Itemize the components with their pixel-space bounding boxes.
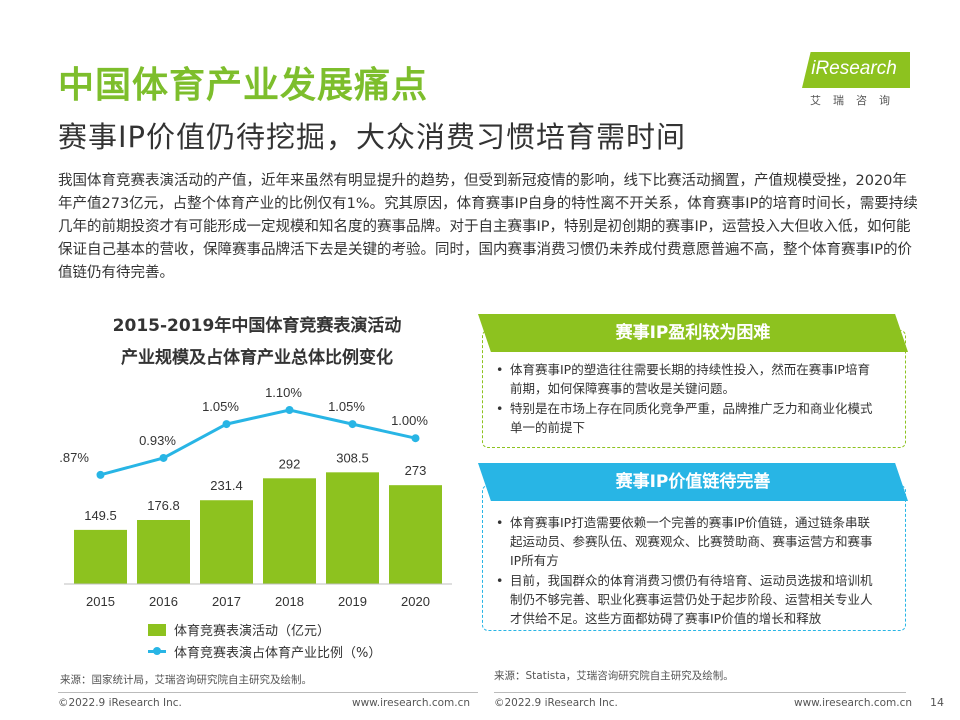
legend-line-swatch <box>148 647 166 655</box>
bar-value-label: 231.4 <box>210 478 243 493</box>
industry-chart: 149.5 0.87% 176.8 0.93% 231.4 1.05% 292 1.10% 30… <box>60 385 452 609</box>
page-subtitle: 赛事IP价值仍待挖掘，大众消费习惯培育需时间 <box>58 120 687 154</box>
ratio-point <box>222 420 231 429</box>
ratio-point <box>285 406 294 414</box>
bar-2018 <box>263 478 316 584</box>
logo-word: iResearch <box>811 58 897 79</box>
bar-value-label: 308.5 <box>336 450 369 465</box>
chart-title-line1: 2015-2019年中国体育竞赛表演活动 <box>112 316 402 336</box>
bullet-line: 体育赛事IP的塑造往往需要长期的持续性投入，然而在赛事IP培育 <box>510 362 870 377</box>
legend-bar-label: 体育竞赛表演活动（亿元） <box>174 624 331 639</box>
legend-line: 体育竞赛表演占体育产业比例（%） <box>148 642 381 661</box>
x-tick-label: 2015 <box>86 594 115 609</box>
line-value-label: 0.93% <box>139 433 176 448</box>
logo-chinese: 艾瑞咨询 <box>810 94 902 107</box>
bullet-line: 特别是在市场上存在同质化竞争严重，品牌推广乏力和商业化模式 <box>510 401 873 416</box>
source-left: 来源：国家统计局，艾瑞咨询研究院自主研究及绘制。 <box>60 674 312 686</box>
footer-url-left: www.iresearch.com.cn <box>352 697 471 709</box>
bullet-line: 体育赛事IP打造需要依赖一个完善的赛事IP价值链，通过链条串联 <box>510 515 870 530</box>
x-tick-label: 2016 <box>149 594 178 609</box>
x-tick-label: 2020 <box>401 594 430 609</box>
box-value-chain-bullet-1: 体育赛事IP打造需要依赖一个完善的赛事IP价值链，通过链条串联 起运动员、参赛队… <box>496 513 873 570</box>
footer-url-right: www.iresearch.com.cn <box>794 697 913 709</box>
line-value-label: 0.87% <box>60 450 89 465</box>
bullet-line: 前期，如何保障赛事的营收是关键问题。 <box>510 381 736 396</box>
box-value-chain-header: 赛事IP价值链待完善 <box>478 463 908 501</box>
legend-bar-swatch <box>148 623 166 636</box>
line-value-label: 1.05% <box>328 399 365 414</box>
x-tick-label: 2019 <box>338 594 367 609</box>
ratio-line <box>100 408 416 477</box>
bullet-line: 起运动员、参赛队伍、观赛观众、比赛赞助商、赛事运营方和赛事 <box>510 534 873 549</box>
bar-2019 <box>326 472 379 584</box>
page-number: 14 <box>930 696 944 709</box>
x-tick-label: 2017 <box>212 594 241 609</box>
box-profit-bullet-1: 体育赛事IP的塑造往往需要长期的持续性投入，然而在赛事IP培育 前期，如何保障赛… <box>496 360 870 398</box>
line-value-label: 1.00% <box>391 413 428 428</box>
bullet-line: 目前，我国群众的体育消费习惯仍有待培育、运动员选拔和培训机 <box>510 573 873 588</box>
footer-divider-left <box>58 692 478 693</box>
ratio-point <box>96 470 105 479</box>
bar-value-label: 149.5 <box>84 508 117 523</box>
x-tick-label: 2018 <box>275 594 304 609</box>
footer-copyright-right: ©2022.9 iResearch Inc. <box>494 697 618 709</box>
iresearch-logo: iResearch 艾瑞咨询 <box>796 50 912 107</box>
logo-background <box>802 52 910 88</box>
footer-copyright-left: ©2022.9 iResearch Inc. <box>58 697 182 709</box>
ratio-point <box>348 420 357 429</box>
page-title: 中国体育产业发展痛点 <box>58 65 429 106</box>
legend-bar: 体育竞赛表演活动（亿元） <box>148 620 330 639</box>
box-profit-bullet-2: 特别是在市场上存在同质化竞争严重，品牌推广乏力和商业化模式 单一的前提下 <box>496 399 873 437</box>
intro-paragraph: 我国体育竞赛表演活动的产值，近年来虽然有明显提升的趋势，但受到新冠疫情的影响，线… <box>58 173 918 281</box>
ratio-point <box>159 453 168 462</box>
ratio-point <box>411 434 420 443</box>
box-profit-header: 赛事IP盈利较为困难 <box>478 314 908 352</box>
bar-value-label: 273 <box>405 463 427 478</box>
bar-2020 <box>389 485 442 584</box>
bullet-line: 制仍不够完善、职业化赛事运营仍处于起步阶段、运营相关专业人 <box>510 592 873 607</box>
bullet-line: IP所有方 <box>510 553 559 568</box>
legend-line-label: 体育竞赛表演占体育产业比例（%） <box>174 646 382 661</box>
bullet-line: 才供给不足。这些方面都妨碍了赛事IP价值的增长和释放 <box>510 611 822 626</box>
source-right: 来源：Statista，艾瑞咨询研究院自主研究及绘制。 <box>494 670 734 682</box>
line-value-label: 1.10% <box>265 385 302 400</box>
line-value-label: 1.05% <box>202 399 239 414</box>
footer-divider-right <box>494 692 906 693</box>
box-value-chain-bullet-2: 目前，我国群众的体育消费习惯仍有待培育、运动员选拔和培训机 制仍不够完善、职业化… <box>496 571 873 628</box>
bullet-line: 单一的前提下 <box>510 420 586 435</box>
chart-title-line2: 产业规模及占体育产业总体比例变化 <box>121 348 393 368</box>
bar-value-label: 292 <box>279 456 301 471</box>
bar-2015 <box>74 529 127 584</box>
bar-2016 <box>137 519 190 584</box>
bar-value-label: 176.8 <box>147 498 180 513</box>
bar-2017 <box>200 500 253 584</box>
